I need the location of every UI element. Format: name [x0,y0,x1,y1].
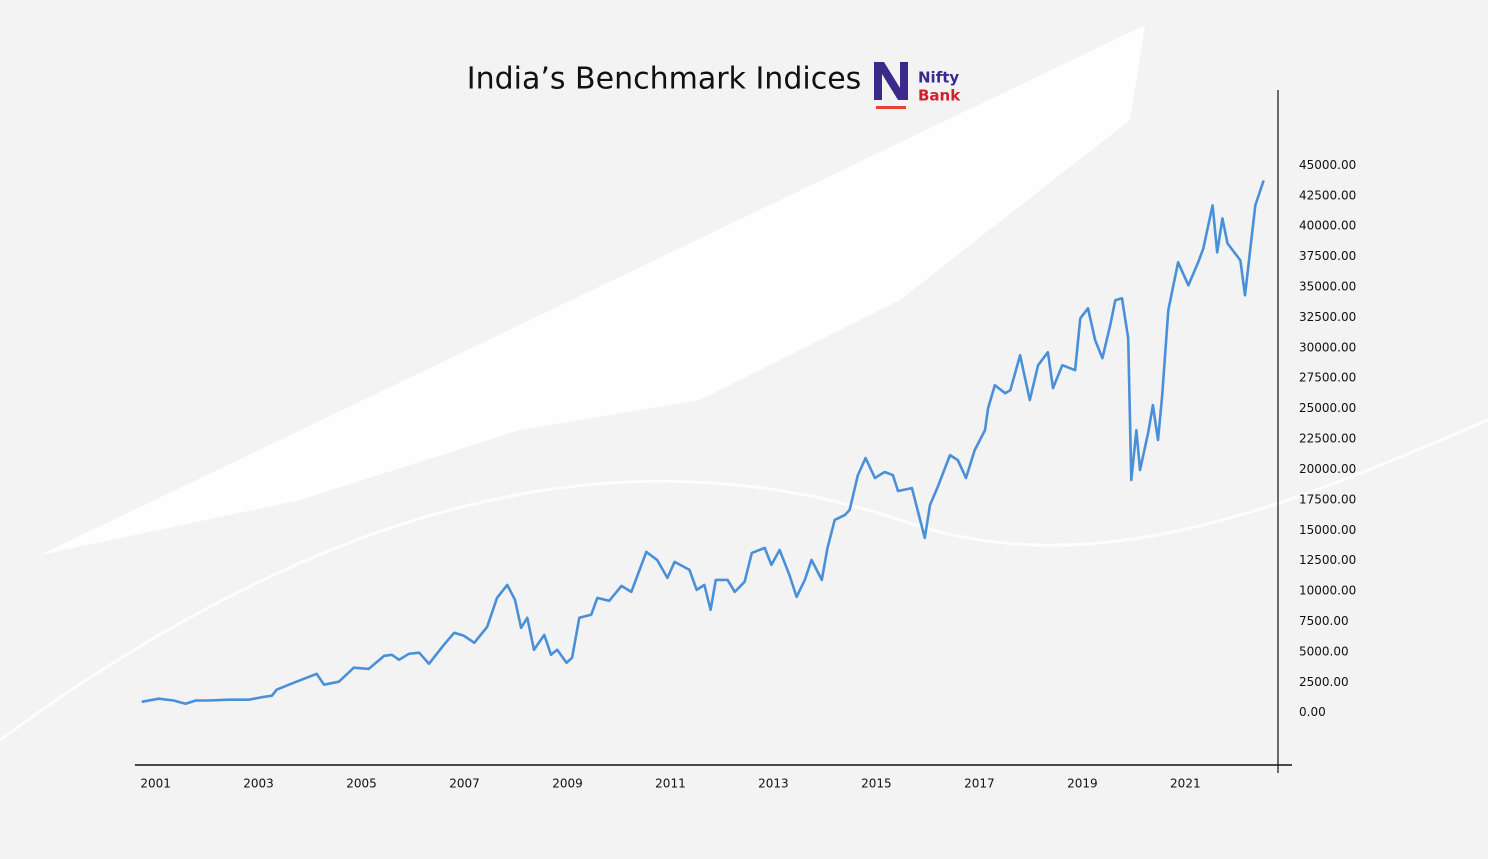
y-tick-label: 37500.00 [1299,249,1356,263]
x-tick-label: 2005 [346,777,377,791]
y-tick-label: 0.00 [1299,705,1326,719]
logo-mark [874,62,908,100]
line-series [141,180,1265,705]
logo-text: Nifty [918,69,959,87]
x-tick-label: 2011 [655,777,686,791]
logo-bar [876,106,906,109]
y-tick-label: 45000.00 [1299,158,1356,172]
y-tick-label: 35000.00 [1299,280,1356,294]
y-tick-label: 5000.00 [1299,644,1349,658]
x-tick-label: 2019 [1067,777,1098,791]
x-tick-label: 2001 [140,777,171,791]
x-tick-label: 2021 [1170,777,1201,791]
y-tick-label: 15000.00 [1299,523,1356,537]
chart-title: India’s Benchmark Indices [467,62,862,97]
y-tick-label: 40000.00 [1299,219,1356,233]
x-tick-label: 2013 [758,777,789,791]
y-tick-label: 10000.00 [1299,584,1356,598]
x-tick-label: 2009 [552,777,583,791]
y-tick-label: 25000.00 [1299,401,1356,415]
background-decoration [40,25,1145,555]
y-tick-label: 30000.00 [1299,340,1356,354]
y-tick-label: 7500.00 [1299,614,1349,628]
logo: Nifty Bank [874,62,961,109]
x-tick-label: 2015 [861,777,892,791]
y-tick-label: 12500.00 [1299,553,1356,567]
background-curve [0,418,1488,742]
y-tick-label: 32500.00 [1299,310,1356,324]
y-tick-label: 17500.00 [1299,492,1356,506]
x-tick-label: 2007 [449,777,480,791]
logo-text: Bank [918,87,961,105]
y-tick-label: 42500.00 [1299,188,1356,202]
x-tick-label: 2017 [964,777,995,791]
y-tick-label: 2500.00 [1299,675,1349,689]
x-tick-label: 2003 [243,777,274,791]
y-tick-label: 22500.00 [1299,432,1356,446]
y-tick-label: 27500.00 [1299,371,1356,385]
y-tick-label: 20000.00 [1299,462,1356,476]
